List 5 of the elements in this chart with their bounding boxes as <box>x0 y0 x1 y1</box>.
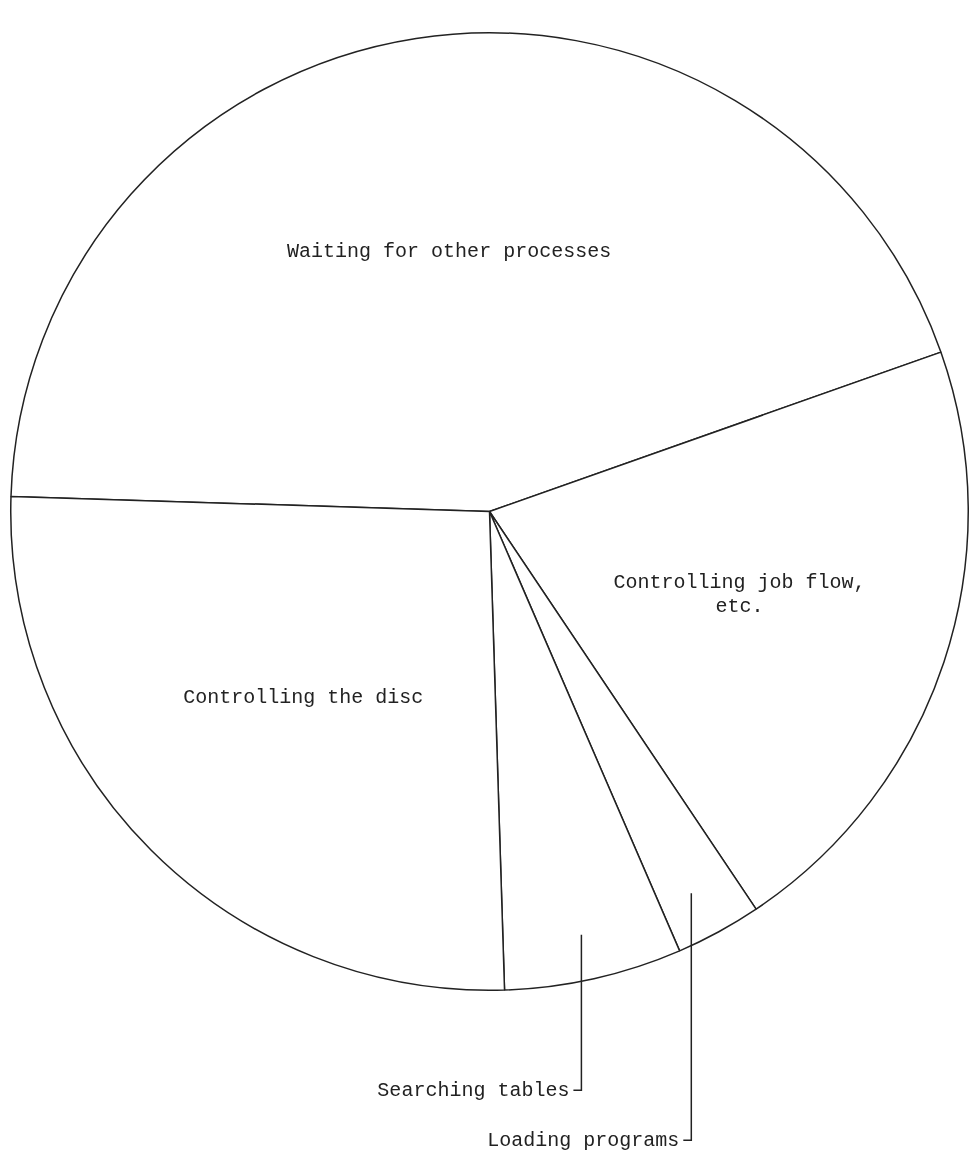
slice-label: Searching tables <box>377 1078 570 1102</box>
slice-label: Loading programs <box>487 1128 680 1152</box>
slice-label: Controlling job flow, etc. <box>613 570 866 618</box>
slice-label: Controlling the disc <box>183 685 424 709</box>
slice-label: Waiting for other processes <box>287 239 612 263</box>
